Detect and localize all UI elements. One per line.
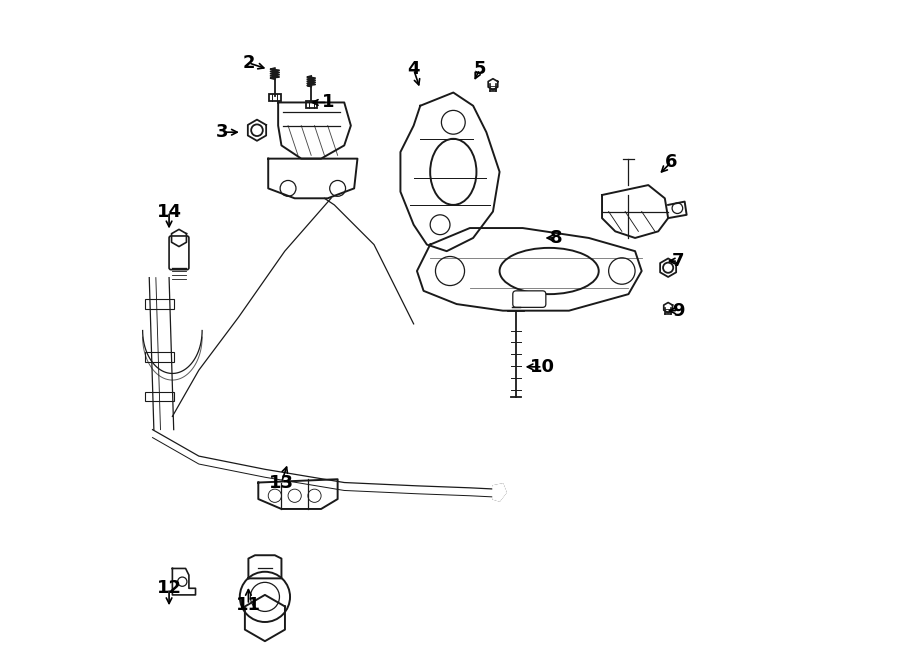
Polygon shape [493,484,506,501]
Bar [269,95,281,101]
Bar [145,299,175,309]
Text: 4: 4 [408,60,420,79]
Bar [145,392,175,401]
Text: 5: 5 [473,60,486,79]
Text: 7: 7 [671,252,684,270]
Bar [306,101,317,108]
FancyBboxPatch shape [513,291,545,307]
Text: 6: 6 [665,153,678,171]
Text: 12: 12 [157,579,182,598]
Text: 9: 9 [671,301,684,320]
Text: 8: 8 [549,229,562,247]
Text: 3: 3 [216,123,229,141]
Text: 13: 13 [269,473,294,492]
Text: 11: 11 [236,596,261,614]
Text: 10: 10 [530,358,555,376]
Text: 1: 1 [321,93,334,112]
Text: 2: 2 [242,54,255,72]
Bar [145,352,175,362]
Text: 14: 14 [157,202,182,221]
FancyBboxPatch shape [169,236,189,270]
